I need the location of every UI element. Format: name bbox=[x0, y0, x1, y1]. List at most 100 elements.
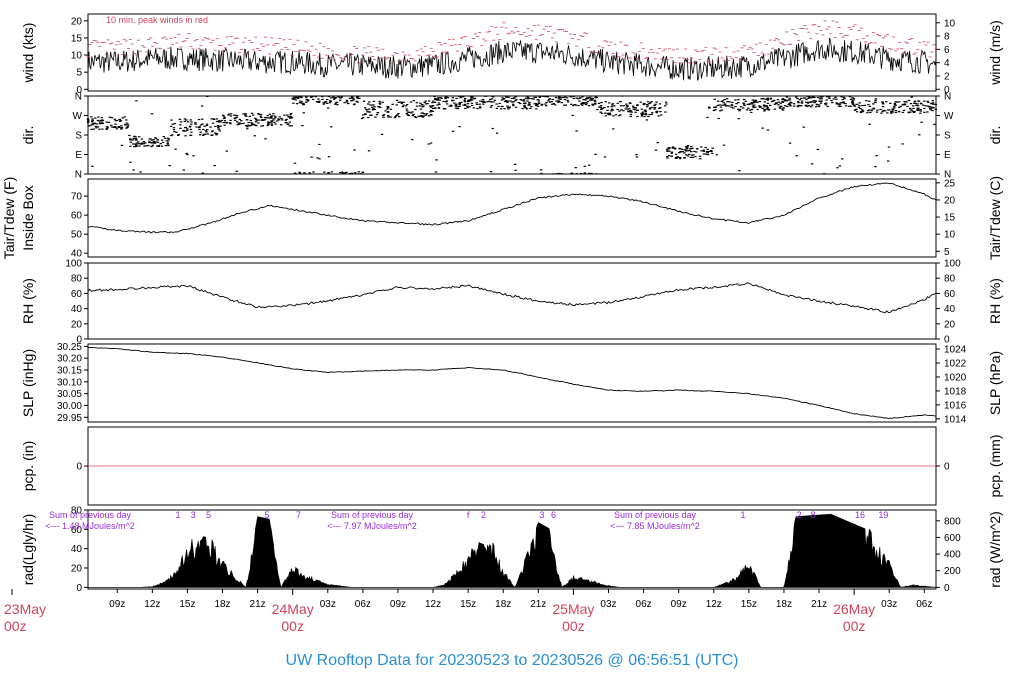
day-label-hour: 00z bbox=[4, 618, 27, 634]
day-sum-value: <--- 7.85 MJoules/m^2 bbox=[610, 521, 700, 531]
hour-tick-label: 15z bbox=[460, 599, 476, 610]
hour-tick-label: 09z bbox=[390, 599, 406, 610]
wind-peak-series bbox=[86, 20, 938, 64]
slp-right-tick-label: 1014 bbox=[944, 414, 967, 425]
uv-mark-label: 3 bbox=[191, 510, 196, 520]
wind-direction-series bbox=[86, 95, 937, 175]
day-label: 24May bbox=[272, 601, 314, 617]
slp-right-tick-label: 1022 bbox=[944, 358, 967, 369]
rh-right-tick-label: 40 bbox=[944, 304, 956, 315]
temp-left-tick-label: 70 bbox=[71, 192, 83, 203]
wind-left-tick-label: 0 bbox=[76, 85, 82, 96]
hour-tick-label: 18z bbox=[776, 599, 792, 610]
dir-left-tick-label: S bbox=[75, 131, 82, 142]
rad-right-tick-label: 0 bbox=[944, 583, 950, 594]
hour-tick-label: 09z bbox=[671, 599, 687, 610]
slp-left-tick-label: 30.10 bbox=[57, 377, 82, 388]
hour-tick-label: 03z bbox=[600, 599, 616, 610]
day-label: 26May bbox=[833, 601, 875, 617]
uv-mark-label: 1 bbox=[740, 510, 745, 520]
wind-right-tick-label: 0 bbox=[944, 85, 950, 96]
panel-temp: 40 50 60 70 5 10 15 20 25 Tair/Tdew (F) Inside Box… bbox=[1, 176, 1003, 260]
pcp-left-label: pcp. (in) bbox=[20, 441, 36, 492]
hour-tick-label: 03z bbox=[881, 599, 897, 610]
rad-left-label: rad(Lgly/hr) bbox=[20, 514, 36, 586]
uv-mark-label: 5 bbox=[206, 510, 211, 520]
rh-right-tick-label: 60 bbox=[944, 289, 956, 300]
hour-tick-label: 18z bbox=[214, 599, 230, 610]
rad-frame bbox=[87, 509, 937, 590]
rad-right-tick-label: 200 bbox=[944, 566, 961, 577]
temperature-line bbox=[87, 182, 937, 234]
rad-left-tick-label: 0 bbox=[76, 583, 82, 594]
temp-left-tick-label: 60 bbox=[71, 211, 83, 222]
slp-line bbox=[87, 346, 937, 419]
dir-left-tick-label: E bbox=[75, 150, 82, 161]
temp-frame bbox=[87, 178, 937, 258]
hour-tick-label: 06z bbox=[636, 599, 652, 610]
day-label: 25May bbox=[552, 601, 594, 617]
temp-right-tick-label: 10 bbox=[944, 230, 956, 241]
temp-right-tick-label: 15 bbox=[944, 213, 956, 224]
rad-left-tick-label: 60 bbox=[71, 525, 83, 536]
uv-mark-label: f bbox=[467, 510, 470, 520]
uv-mark-label: 8 bbox=[811, 510, 816, 520]
rh-left-tick-label: 20 bbox=[71, 319, 83, 330]
wind-right-tick-label: 8 bbox=[944, 32, 950, 43]
wind-left-label: wind (kts) bbox=[20, 23, 36, 84]
hour-tick-label: 18z bbox=[495, 599, 511, 610]
wind-left-tick-label: 5 bbox=[76, 68, 82, 79]
wind-right-tick-label: 4 bbox=[944, 58, 950, 69]
rh-left-tick-label: 80 bbox=[71, 274, 83, 285]
hour-tick-label: 06z bbox=[916, 599, 932, 610]
wind-left-tick-label: 10 bbox=[71, 51, 83, 62]
day-sum-value: <--- 7.97 MJoules/m^2 bbox=[327, 521, 417, 531]
slp-left-tick-label: 30.15 bbox=[57, 366, 82, 377]
uv-mark-label: 3 bbox=[539, 510, 544, 520]
rad-left-tick-label: 40 bbox=[71, 544, 83, 555]
temp-right-tick-label: 20 bbox=[944, 195, 956, 206]
temp-left-label-2: Inside Box bbox=[20, 185, 36, 250]
slp-right-tick-label: 1016 bbox=[944, 400, 967, 411]
wind-right-tick-label: 2 bbox=[944, 71, 950, 82]
wind-frame bbox=[87, 13, 937, 92]
dir-right-tick-label: N bbox=[944, 170, 951, 181]
dir-left-label: dir. bbox=[20, 126, 36, 145]
hour-tick-label: 03z bbox=[320, 599, 336, 610]
figure-title: UW Rooftop Data for 20230523 to 20230526… bbox=[286, 652, 739, 669]
slp-right-tick-label: 1018 bbox=[944, 386, 967, 397]
rad-left-tick-label: 20 bbox=[71, 563, 83, 574]
day-label: 23May bbox=[4, 601, 46, 617]
rh-line bbox=[87, 282, 937, 314]
dir-frame bbox=[87, 95, 937, 175]
hour-tick-label: 21z bbox=[250, 599, 266, 610]
day-label-hour: 00z bbox=[843, 618, 866, 634]
rh-right-tick-label: 100 bbox=[944, 259, 961, 270]
rh-left-tick-label: 0 bbox=[76, 335, 82, 346]
rad-right-tick-label: 600 bbox=[944, 533, 961, 544]
hour-tick-label: 21z bbox=[811, 599, 827, 610]
temp-left-tick-label: 40 bbox=[71, 249, 83, 260]
wind-left-tick-label: 20 bbox=[71, 16, 83, 27]
uv-mark-label: 2 bbox=[797, 510, 802, 520]
wind-right-label: wind (m/s) bbox=[987, 20, 1003, 86]
uv-mark-label: 2 bbox=[481, 510, 486, 520]
temp-left-tick-label: 50 bbox=[71, 230, 83, 241]
panel-rh: 0 20 40 60 80 100 0 20 40 60 80 100 RH (%) RH (%) bbox=[20, 259, 1003, 346]
hour-tick-label: 12z bbox=[144, 599, 160, 610]
temp-right-label: Tair/Tdew (C) bbox=[987, 176, 1003, 260]
rh-left-tick-label: 40 bbox=[71, 304, 83, 315]
wind-right-tick-label: 10 bbox=[944, 18, 956, 29]
wind-left-tick-label: 15 bbox=[71, 33, 83, 44]
rh-left-label: RH (%) bbox=[20, 278, 36, 324]
wind-note: 10 min. peak winds in red bbox=[106, 15, 208, 25]
rh-right-label: RH (%) bbox=[987, 278, 1003, 324]
slp-left-tick-label: 30.00 bbox=[57, 401, 82, 412]
rad-right-tick-label: 800 bbox=[944, 516, 961, 527]
rad-right-label: rad (W/m^2) bbox=[987, 511, 1003, 588]
pcp-left-tick-label: 0 bbox=[76, 462, 82, 473]
uv-mark-label: 1 bbox=[176, 510, 181, 520]
